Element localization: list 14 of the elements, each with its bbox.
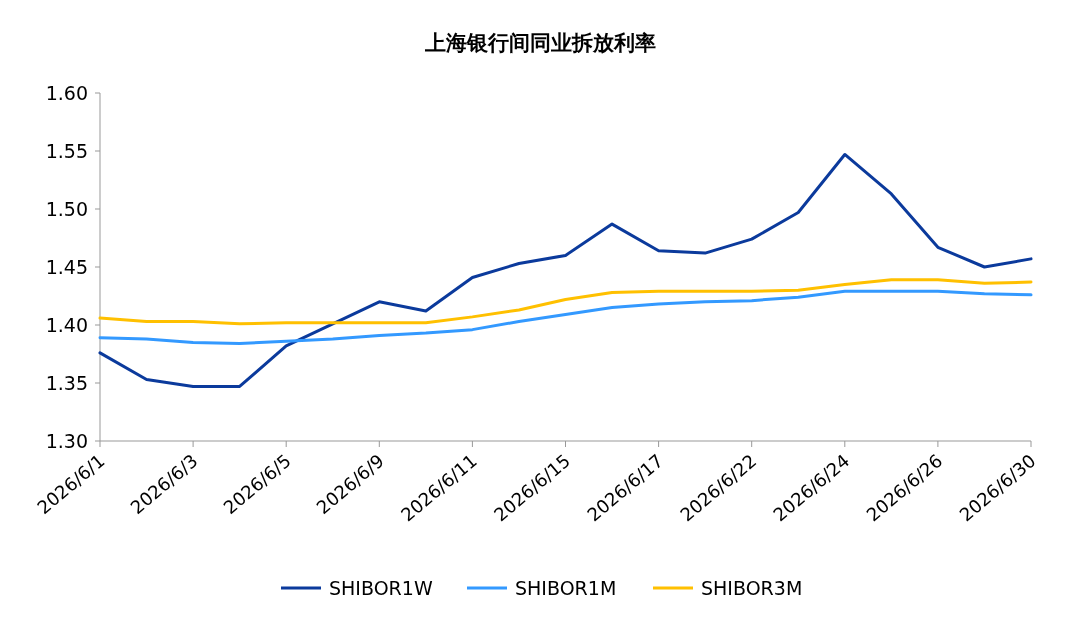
y-tick-label: 1.60 <box>45 82 88 104</box>
line-series <box>98 152 1033 388</box>
legend-label: SHIBOR1W <box>329 577 433 599</box>
line-series <box>98 289 1033 346</box>
legend-label: SHIBOR1M <box>515 577 617 599</box>
y-tick-label: 1.30 <box>45 430 88 452</box>
y-tick-label: 1.35 <box>45 372 88 394</box>
line-series <box>98 278 1033 326</box>
y-tick-label: 1.55 <box>45 140 88 162</box>
y-tick-label: 1.50 <box>45 198 88 220</box>
chart-title: 上海银行间同业拆放利率 <box>423 31 656 55</box>
y-tick-label: 1.40 <box>45 314 88 336</box>
y-tick-label: 1.45 <box>45 256 88 278</box>
legend-label: SHIBOR3M <box>701 577 803 599</box>
